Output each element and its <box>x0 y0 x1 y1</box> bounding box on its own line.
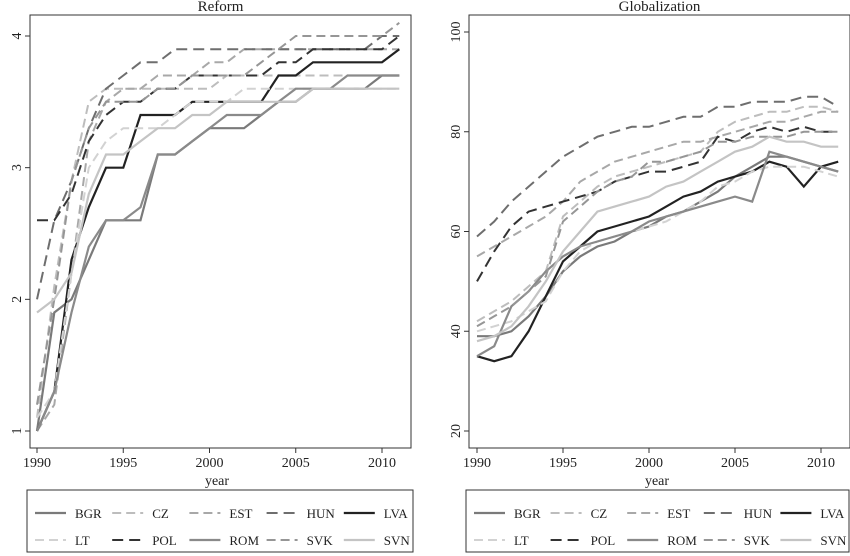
series-line-bgr <box>35 74 400 432</box>
x-tick-label: 2010 <box>368 456 396 471</box>
chart-title: Reform <box>198 0 244 15</box>
x-tick-label: 2000 <box>635 456 663 471</box>
series-line-svk <box>36 22 400 405</box>
series-line-rom <box>35 74 400 432</box>
x-tick-label: 1990 <box>463 456 491 471</box>
series-line-cz <box>36 74 400 418</box>
y-tick-label: 40 <box>449 324 464 338</box>
legend-label-hun: HUN <box>744 506 773 521</box>
series-line-lva <box>35 48 400 432</box>
x-tick-label: 2010 <box>807 456 835 471</box>
legend-label-lt: LT <box>514 533 529 548</box>
legend-label-pol: POL <box>591 533 616 548</box>
plot-frame <box>468 14 850 449</box>
legend-label-svn: SVN <box>820 533 847 548</box>
series-line-bgr <box>477 155 839 338</box>
series-line-pol <box>476 125 839 282</box>
series-line-svk <box>476 130 839 328</box>
legend-label-cz: CZ <box>152 506 169 521</box>
y-tick-label: 60 <box>449 225 464 239</box>
legend-label-svk: SVK <box>744 533 771 548</box>
legend-label-svk: SVK <box>307 533 334 548</box>
y-tick-label: 4 <box>10 33 25 40</box>
y-tick-label: 20 <box>449 424 464 438</box>
series-line-svn <box>36 87 400 314</box>
legend-label-est: EST <box>667 506 690 521</box>
chart-panel-1: Globalization 20 40 60 80 100 1990 1995 2000 2005… <box>449 0 850 553</box>
series-line-est <box>476 110 839 258</box>
series-line-lt <box>476 165 839 333</box>
x-axis-label: year <box>645 474 669 489</box>
legend-label-pol: POL <box>152 533 177 548</box>
legend-box <box>465 489 850 553</box>
legend-label-bgr: BGR <box>75 506 102 521</box>
x-tick-label: 1995 <box>549 456 577 471</box>
legend-label-svn: SVN <box>384 533 411 548</box>
x-tick-label: 1995 <box>109 456 137 471</box>
series-line-rom <box>476 150 839 358</box>
chart-panel-0: Reform 1 2 3 4 1990 1995 2000 2005 2010 year BGR CZ E… <box>10 0 414 553</box>
y-tick-label: 80 <box>449 125 464 139</box>
legend-label-lva: LVA <box>384 506 408 521</box>
y-tick-label: 3 <box>10 164 25 171</box>
series-line-svn <box>476 135 839 343</box>
series-line-cz <box>476 105 839 323</box>
legend-label-bgr: BGR <box>514 506 541 521</box>
y-tick-label: 1 <box>10 428 25 435</box>
x-axis-label: year <box>205 474 229 489</box>
y-tick-label: 100 <box>449 22 464 43</box>
legend-label-lt: LT <box>75 533 90 548</box>
legend-label-hun: HUN <box>307 506 336 521</box>
legend-box <box>26 489 414 553</box>
legend-label-rom: ROM <box>667 533 697 548</box>
series-line-lva <box>476 160 839 363</box>
x-tick-label: 1990 <box>23 456 51 471</box>
legend-label-rom: ROM <box>229 533 259 548</box>
x-tick-label: 2000 <box>196 456 224 471</box>
series-line-est <box>36 48 400 432</box>
legend-label-est: EST <box>229 506 252 521</box>
legend-label-lva: LVA <box>820 506 844 521</box>
chart-title: Globalization <box>619 0 701 15</box>
x-tick-label: 2005 <box>721 456 749 471</box>
series-line-hun <box>36 35 400 300</box>
series-line-hun <box>476 95 839 238</box>
x-tick-label: 2005 <box>282 456 310 471</box>
plot-frame <box>29 14 412 449</box>
legend-label-cz: CZ <box>591 506 608 521</box>
y-tick-label: 2 <box>10 296 25 303</box>
